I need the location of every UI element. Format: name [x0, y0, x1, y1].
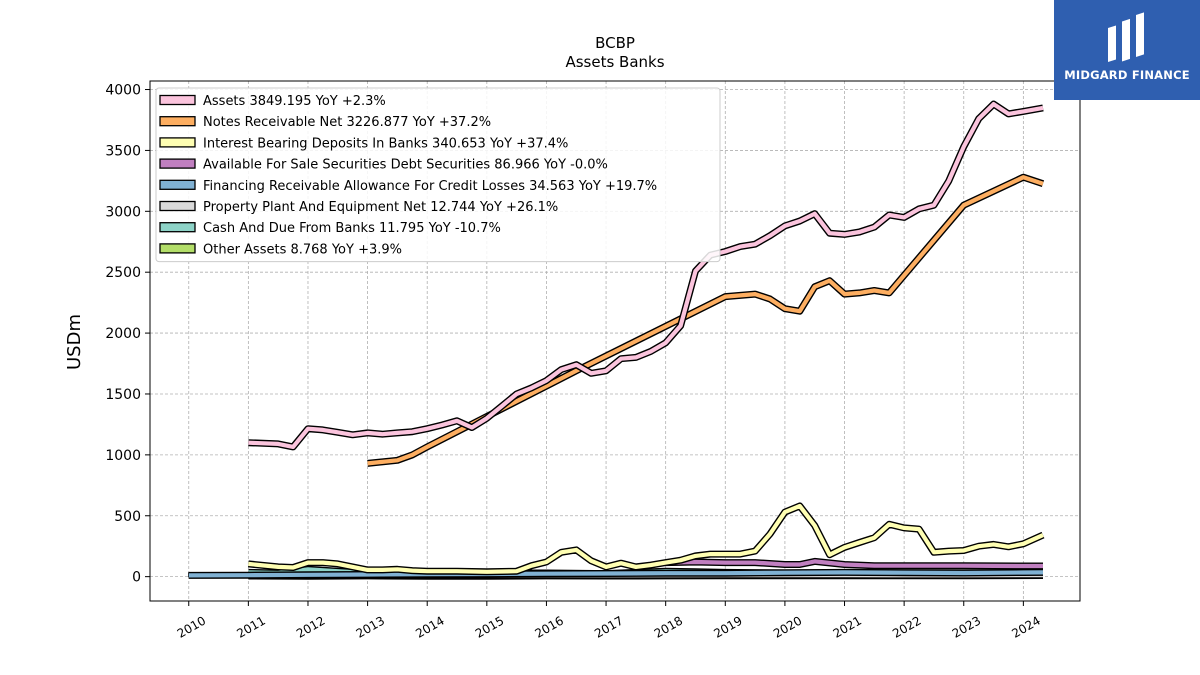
y-tick-label: 500: [114, 509, 141, 525]
legend-swatch: [159, 158, 196, 169]
series-line: [188, 570, 1044, 578]
x-tick-label: 2012: [294, 613, 327, 640]
y-tick-label: 0: [132, 570, 141, 586]
legend-entry: Other Assets 8.768 YoY +3.9%: [203, 242, 402, 257]
series-line: [248, 102, 1044, 449]
x-tick-label: 2018: [652, 613, 685, 640]
y-tick-label: 3000: [105, 204, 141, 220]
y-tick-label: 1000: [105, 448, 141, 464]
x-tick-label: 2024: [1009, 613, 1042, 640]
series-line: [367, 175, 1044, 466]
series-line: [248, 503, 1044, 574]
legend-entry: Financing Receivable Allowance For Credi…: [203, 179, 657, 194]
x-tick-label: 2010: [175, 613, 208, 640]
plot-frame: [149, 80, 1081, 602]
x-tick-label: 2015: [473, 613, 506, 640]
x-tick-label: 2016: [532, 613, 565, 640]
x-tick-label: 2023: [950, 613, 983, 640]
x-tick-label: 2021: [831, 613, 864, 640]
logo-mark-icon: [1108, 12, 1144, 63]
y-tick-label: 3500: [105, 143, 141, 159]
legend-entry: Property Plant And Equipment Net 12.744 …: [203, 200, 558, 215]
legend-box: [155, 87, 721, 263]
x-tick-label: 2020: [771, 613, 804, 640]
logo: MIDGARD FINANCE: [1054, 0, 1200, 100]
x-tick-label: 2022: [890, 613, 923, 640]
x-tick-label: 2017: [592, 613, 625, 640]
y-tick-label: 4000: [105, 83, 141, 99]
legend-swatch: [159, 243, 196, 254]
y-tick-label: 2500: [105, 265, 141, 281]
series-line: [665, 559, 1043, 569]
legend-entry: Cash And Due From Banks 11.795 YoY -10.7…: [203, 221, 501, 236]
logo-text: MIDGARD FINANCE: [1064, 68, 1190, 82]
legend-swatch: [159, 179, 196, 190]
x-tick-label: 2013: [354, 613, 387, 640]
chart-title: BCBP: [595, 34, 635, 52]
series-lines: [188, 100, 1045, 580]
x-axis: 2010 2011 2012 2013 2014 2015 2016 2017 2018 2019…: [175, 601, 1043, 641]
legend-swatch: [159, 116, 196, 127]
y-tick-label: 1500: [105, 387, 141, 403]
y-axis-label: USDm: [64, 314, 85, 370]
x-tick-label: 2014: [413, 613, 446, 640]
legend-swatch: [159, 94, 196, 106]
legend-swatch: [159, 137, 196, 148]
legend-entry: Interest Bearing Deposits In Banks 340.6…: [203, 136, 568, 151]
legend-swatch: [159, 222, 196, 233]
y-tick-label: 2000: [105, 326, 141, 342]
x-tick-label: 2019: [711, 613, 744, 640]
y-axis: 0 500 1000 1500 2000 2500 3000 3500 4000: [105, 83, 150, 586]
legend-entry: Notes Receivable Net 3226.877 YoY +37.2%: [203, 115, 491, 130]
x-tick-label: 2011: [234, 613, 267, 640]
legend: Assets 3849.195 YoY +2.3% Notes Receivabl…: [155, 87, 721, 263]
legend-swatch: [159, 200, 196, 212]
legend-entry: Available For Sale Securities Debt Secur…: [203, 158, 608, 173]
legend-entry: Assets 3849.195 YoY +2.3%: [203, 94, 386, 109]
chart-subtitle: Assets Banks: [565, 53, 664, 71]
